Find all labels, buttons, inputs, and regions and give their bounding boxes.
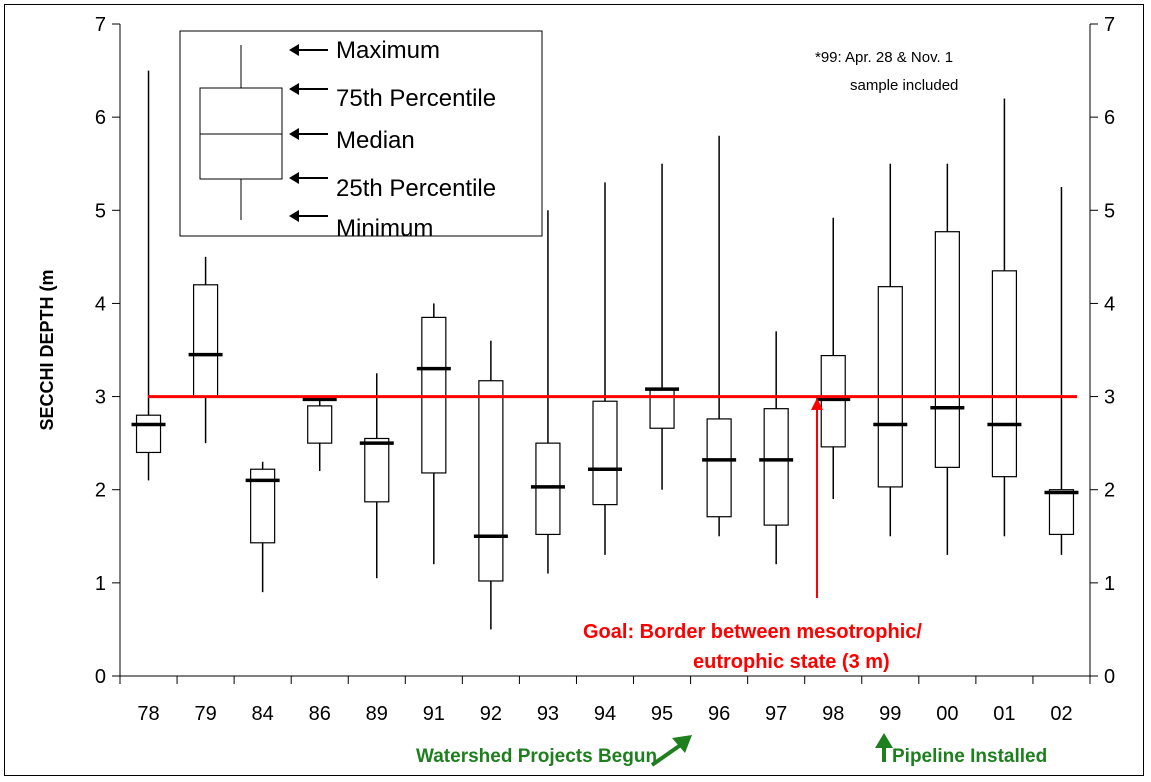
pipeline-arrow-icon bbox=[875, 733, 893, 762]
watershed-arrow-icon bbox=[650, 735, 692, 767]
x-tick-label: 84 bbox=[252, 703, 274, 725]
chart-frame bbox=[4, 4, 1144, 776]
legend-arrow-minimum-icon bbox=[289, 210, 328, 222]
box-00 bbox=[930, 163, 965, 555]
y-axis-label: SECCHI DEPTH (m bbox=[37, 269, 57, 430]
y-tick-left-label: 1 bbox=[95, 573, 106, 595]
box-94 bbox=[588, 182, 622, 555]
y-tick-right-label: 4 bbox=[1104, 293, 1115, 315]
x-axis-ticks: 78 79 84 86 89 91 92 93 94 95 96 97 98 99 00 01 02 bbox=[119, 676, 1091, 725]
box-91 bbox=[416, 303, 451, 565]
iqr-box bbox=[934, 231, 960, 468]
legend-label-25th: 25th Percentile bbox=[336, 175, 496, 202]
x-tick-label: 89 bbox=[366, 703, 388, 725]
legend: Maximum 75th Percentile Median 25th Perc… bbox=[179, 30, 543, 242]
x-tick-label: 92 bbox=[480, 703, 502, 725]
legend-label-median: Median bbox=[336, 127, 415, 154]
y-tick-left-label: 2 bbox=[95, 480, 106, 502]
x-tick-label: 01 bbox=[993, 703, 1015, 725]
iqr-box bbox=[592, 400, 618, 506]
iqr-box bbox=[991, 270, 1018, 478]
box-84 bbox=[245, 461, 280, 593]
goal-label-line2: eutrophic state (3 m) bbox=[693, 651, 890, 673]
iqr-box bbox=[192, 284, 219, 398]
y-tick-right-label: 0 bbox=[1104, 666, 1115, 688]
iqr-box bbox=[1048, 489, 1075, 536]
iqr-box bbox=[706, 418, 732, 518]
sample-note-line1: *99: Apr. 28 & Nov. 1 bbox=[815, 49, 953, 66]
legend-arrow-75th-icon bbox=[289, 83, 328, 95]
x-tick-label: 99 bbox=[879, 703, 901, 725]
box-79 bbox=[188, 256, 223, 444]
box-92 bbox=[473, 340, 508, 630]
legend-label-maximum: Maximum bbox=[336, 37, 440, 64]
x-tick-label: 91 bbox=[423, 703, 445, 725]
y-axis-right-ticks: 0 1 2 3 4 5 6 7 bbox=[1090, 14, 1115, 688]
goal-label-line1: Goal: Border between mesotrophic/ bbox=[583, 621, 922, 643]
y-tick-left-label: 5 bbox=[95, 200, 106, 222]
x-tick-label: 02 bbox=[1050, 703, 1072, 725]
x-tick-label: 00 bbox=[936, 703, 958, 725]
legend-label-minimum: Minimum bbox=[336, 215, 433, 242]
iqr-box bbox=[307, 405, 333, 444]
box-01 bbox=[987, 98, 1022, 537]
x-tick-label: 96 bbox=[708, 703, 730, 725]
legend-arrow-25th-icon bbox=[289, 172, 328, 184]
box-93 bbox=[530, 210, 565, 574]
iqr-box bbox=[535, 442, 561, 536]
legend-label-75th: 75th Percentile bbox=[336, 85, 496, 112]
box-86 bbox=[302, 397, 337, 472]
iqr-box bbox=[877, 286, 903, 488]
legend-arrow-maximum-icon bbox=[289, 44, 328, 56]
iqr-box bbox=[364, 437, 390, 503]
y-tick-right-label: 6 bbox=[1104, 107, 1115, 129]
y-tick-right-label: 5 bbox=[1104, 200, 1115, 222]
x-tick-label: 86 bbox=[309, 703, 331, 725]
legend-arrow-median-icon bbox=[289, 128, 328, 140]
y-tick-left-label: 0 bbox=[95, 666, 106, 688]
x-tick-label: 95 bbox=[651, 703, 673, 725]
x-tick-label: 79 bbox=[194, 703, 216, 725]
iqr-box bbox=[135, 414, 162, 454]
box-98 bbox=[816, 217, 851, 500]
y-axis-left-ticks: 0 1 2 3 4 5 6 7 bbox=[95, 14, 120, 688]
pipeline-installed-label: Pipeline Installed bbox=[892, 746, 1047, 767]
box-99 bbox=[873, 163, 908, 537]
x-tick-label: 98 bbox=[822, 703, 844, 725]
y-tick-left-label: 4 bbox=[95, 293, 106, 315]
y-tick-right-label: 7 bbox=[1104, 14, 1115, 36]
sample-note-line2: sample included bbox=[850, 77, 958, 94]
y-tick-left-label: 7 bbox=[95, 14, 106, 36]
boxplot-series bbox=[131, 70, 1079, 630]
box-02 bbox=[1044, 187, 1079, 555]
y-tick-right-label: 1 bbox=[1104, 573, 1115, 595]
y-tick-left-label: 3 bbox=[95, 387, 106, 409]
iqr-box bbox=[763, 408, 789, 526]
x-tick-label: 97 bbox=[765, 703, 787, 725]
box-97 bbox=[759, 331, 794, 565]
x-tick-label: 93 bbox=[537, 703, 559, 725]
watershed-projects-label: Watershed Projects Begun bbox=[416, 746, 657, 767]
box-89 bbox=[359, 373, 394, 579]
iqr-box bbox=[478, 380, 504, 582]
box-96 bbox=[702, 135, 737, 537]
x-tick-label: 94 bbox=[594, 703, 616, 725]
y-tick-right-label: 2 bbox=[1104, 480, 1115, 502]
iqr-box bbox=[649, 388, 675, 429]
box-95 bbox=[645, 163, 680, 490]
iqr-box bbox=[820, 354, 846, 448]
box-78 bbox=[131, 70, 166, 481]
y-tick-left-label: 6 bbox=[95, 107, 106, 129]
x-tick-label: 78 bbox=[137, 703, 159, 725]
y-tick-right-label: 3 bbox=[1104, 387, 1115, 409]
